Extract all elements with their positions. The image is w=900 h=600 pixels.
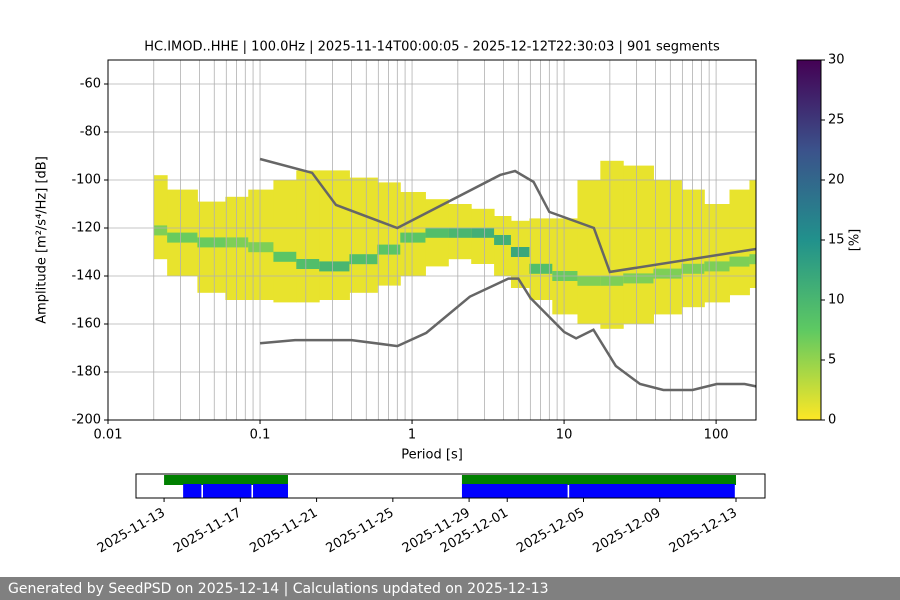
timeline-tick-label: 2025-11-17: [171, 506, 244, 557]
y-tick-label: -180: [71, 365, 101, 380]
density-mode: [577, 275, 601, 286]
colorbar: [796, 59, 822, 421]
density-envelope: [225, 196, 249, 300]
available-span: [164, 475, 288, 485]
density-envelope: [296, 170, 320, 303]
density-envelope: [681, 189, 705, 308]
used-span: [461, 484, 568, 498]
density-envelope: [494, 216, 512, 276]
density-mode: [349, 254, 378, 265]
timeline-tick-label: 2025-12-13: [667, 506, 740, 557]
footer-bar: [0, 577, 900, 600]
density-mode: [600, 275, 624, 286]
y-tick-label: -100: [71, 173, 101, 188]
density-mode: [704, 261, 730, 272]
density-envelope: [577, 180, 601, 324]
y-tick-label: -200: [71, 413, 101, 428]
available-span: [461, 475, 737, 485]
density-envelope: [653, 180, 682, 315]
colorbar-tick-label: 15: [828, 233, 845, 248]
y-tick-label: -60: [80, 77, 101, 92]
timeline-tick-label: 2025-11-13: [95, 506, 168, 557]
timeline-tick-label: 2025-12-09: [591, 506, 664, 557]
x-tick-label: 10: [556, 428, 573, 443]
timeline-tick-label: 2025-11-21: [247, 506, 320, 557]
density-envelope: [729, 189, 750, 296]
x-axis-label: Period [s]: [401, 448, 463, 463]
noise-model-line: [259, 157, 757, 274]
density-mode: [510, 247, 530, 257]
density-mode: [377, 244, 401, 255]
chart-title: HC.IMOD..HHE | 100.0Hz | 2025-11-14T00:0…: [144, 40, 720, 55]
colorbar-tick-label: 30: [828, 53, 845, 68]
x-tick-label: 100: [704, 428, 729, 443]
x-tick-label: 0.01: [94, 428, 123, 443]
y-tick-label: -80: [80, 125, 101, 140]
colorbar-tick-label: 25: [828, 113, 845, 128]
used-span: [253, 484, 288, 498]
density-envelope: [377, 182, 401, 286]
density-mode: [400, 232, 426, 243]
plot-frame: [107, 59, 757, 421]
x-tick-label: 0.1: [250, 428, 271, 443]
density-mode: [623, 273, 654, 284]
x-tick-label: 1: [408, 428, 416, 443]
density-mode: [225, 237, 249, 248]
density-mode: [653, 268, 682, 279]
colorbar-tick-label: 10: [828, 293, 845, 308]
density-mode: [749, 254, 757, 265]
density-envelope: [600, 160, 624, 329]
colorbar-tick-label: 0: [828, 413, 836, 428]
density-mode: [471, 227, 495, 238]
density-envelope: [552, 218, 578, 315]
y-axis-label: Amplitude [m²/s⁴/Hz] [dB]: [35, 156, 50, 324]
density-mode: [494, 235, 512, 245]
density-envelope: [623, 165, 654, 324]
footer: Generated by SeedPSD on 2025-12-14 | Cal…: [8, 581, 549, 597]
density-envelope: [273, 180, 297, 303]
timeline-tick-label: 2025-11-25: [324, 506, 397, 557]
used-span: [202, 484, 252, 498]
colorbar-tick-label: 5: [828, 353, 836, 368]
y-tick-label: -160: [71, 317, 101, 332]
y-tick-label: -140: [71, 269, 101, 284]
density-mode: [529, 263, 553, 274]
density-envelope: [349, 177, 378, 293]
used-span: [183, 484, 202, 498]
density-envelope: [749, 180, 757, 288]
noise-model-line: [259, 277, 757, 392]
timeline-tick-label: 2025-12-05: [514, 506, 587, 557]
density-mode: [681, 263, 705, 274]
timeline-frame: [135, 473, 766, 499]
y-tick-label: -120: [71, 221, 101, 236]
density-mode: [248, 242, 274, 253]
density-mode: [273, 251, 297, 262]
colorbar-tick-label: 20: [828, 173, 845, 188]
density-envelope: [153, 175, 168, 260]
density-mode: [197, 237, 226, 248]
density-mode: [319, 261, 350, 272]
density-mode: [729, 256, 750, 267]
density-mode: [425, 227, 449, 238]
density-envelope: [319, 170, 350, 300]
used-span: [569, 484, 735, 498]
density-envelope: [529, 218, 553, 300]
density-mode: [448, 227, 472, 238]
colorbar-label: [%]: [848, 229, 863, 252]
density-mode: [153, 225, 168, 236]
density-mode: [167, 232, 198, 243]
density-mode: [296, 259, 320, 269]
